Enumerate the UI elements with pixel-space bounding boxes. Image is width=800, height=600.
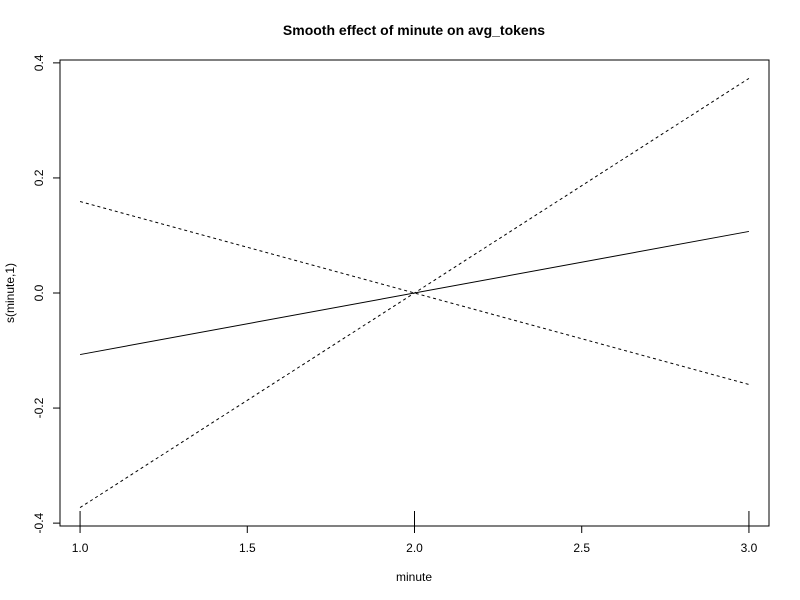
- x-axis: 1.0 1.5 2.0 2.5 3.0: [72, 526, 758, 555]
- x-tick-label: 1.5: [239, 541, 256, 555]
- y-tick-label: 0.4: [32, 54, 46, 71]
- confidence-band-line: [79, 77, 750, 509]
- y-tick-label: -0.4: [32, 512, 46, 533]
- x-tick-label: 1.0: [72, 541, 89, 555]
- x-tick-label: 2.5: [573, 541, 590, 555]
- y-axis-label: s(minute,1): [3, 263, 17, 323]
- series-group: [79, 77, 750, 509]
- y-tick-label: 0.2: [32, 169, 46, 186]
- x-tick-label: 2.0: [406, 541, 423, 555]
- x-axis-label: minute: [396, 570, 432, 584]
- x-tick-label: 3.0: [741, 541, 758, 555]
- y-tick-label: 0.0: [32, 284, 46, 301]
- rug-marks: [79, 511, 750, 526]
- confidence-band-line: [79, 201, 750, 385]
- chart-title: Smooth effect of minute on avg_tokens: [283, 22, 545, 38]
- y-tick-label: -0.2: [32, 397, 46, 418]
- y-axis: -0.4 -0.2 0.0 0.2 0.4: [32, 54, 60, 533]
